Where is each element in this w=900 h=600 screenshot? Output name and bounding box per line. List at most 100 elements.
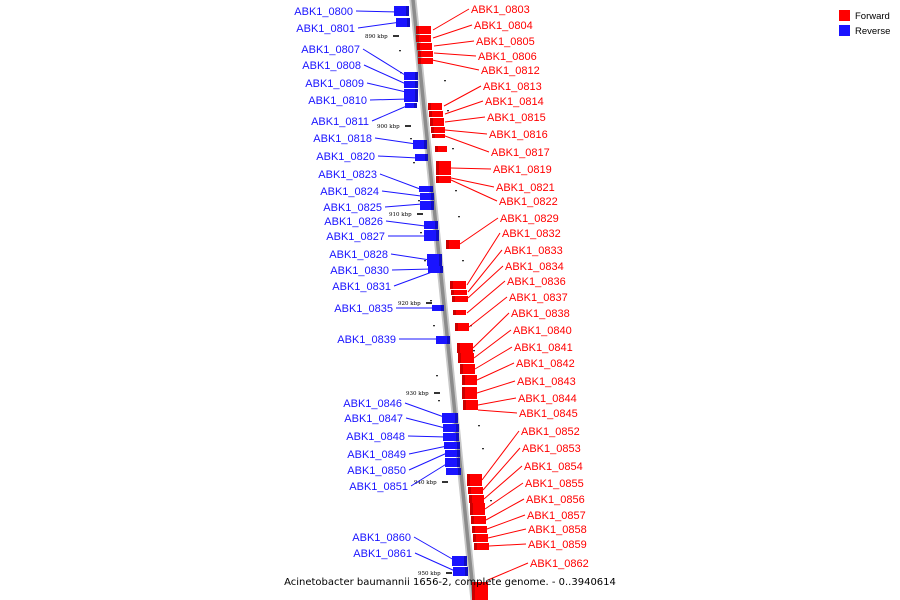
forward-gene-shade [450, 281, 453, 289]
reverse-gene-shade [415, 81, 418, 88]
reverse-gene-shade [456, 424, 459, 432]
forward-leader-line [466, 280, 506, 314]
reverse-leader-line [385, 220, 426, 227]
track-dot [452, 148, 454, 150]
reverse-gene-shade [424, 140, 427, 149]
scale-tick-label: 930 kbp [406, 391, 429, 397]
forward-gene-label: ABK1_0816 [489, 129, 548, 141]
track-dot [399, 50, 401, 52]
forward-gene-block [473, 534, 488, 542]
reverse-gene-shade [457, 442, 460, 449]
forward-gene-block [416, 35, 431, 42]
reverse-gene-block [420, 193, 434, 200]
forward-gene-label: ABK1_0806 [478, 51, 537, 63]
reverse-gene-shade [456, 433, 459, 441]
reverse-leader-line [408, 445, 448, 455]
forward-gene-label: ABK1_0854 [524, 461, 583, 473]
forward-gene-shade [462, 375, 465, 385]
forward-leader-line [443, 85, 482, 107]
reverse-gene-shade [415, 72, 418, 80]
reverse-leader-line [407, 435, 447, 438]
reverse-gene-block [444, 442, 460, 449]
forward-gene-label: ABK1_0857 [527, 510, 586, 522]
track-dot [410, 138, 412, 140]
forward-leader-line [485, 498, 525, 521]
reverse-gene-label: ABK1_0823 [318, 169, 377, 181]
scale-tick-label: 910 kbp [389, 212, 412, 218]
scale-tick-label: 890 kbp [365, 34, 388, 40]
track-dot [424, 260, 426, 262]
forward-leader-line [487, 528, 527, 539]
reverse-gene-block [445, 458, 460, 467]
track-dot [473, 350, 475, 352]
legend: Forward Reverse [839, 10, 890, 37]
reverse-gene-label: ABK1_0847 [344, 413, 403, 425]
reverse-leader-line [414, 552, 456, 572]
reverse-gene-block [443, 433, 459, 441]
forward-gene-block [430, 118, 444, 126]
reverse-gene-shade [455, 413, 458, 423]
forward-gene-block [470, 503, 485, 515]
reverse-gene-shade [415, 89, 418, 96]
forward-gene-label: ABK1_0805 [476, 36, 535, 48]
track-dot [482, 448, 484, 450]
scale-tick-label: 940 kbp [414, 480, 437, 486]
reverse-leader-line [381, 190, 422, 197]
forward-leader-line [433, 40, 475, 47]
forward-gene-label: ABK1_0843 [517, 376, 576, 388]
reverse-gene-block [442, 413, 458, 423]
forward-gene-label: ABK1_0862 [530, 558, 589, 570]
forward-gene-shade [462, 387, 465, 399]
reverse-gene-shade [436, 230, 439, 241]
forward-gene-shade [473, 534, 476, 542]
legend-reverse-label: Reverse [855, 26, 890, 37]
reverse-gene-label: ABK1_0861 [353, 548, 412, 560]
reverse-gene-label: ABK1_0808 [302, 60, 361, 72]
scale-tick-label: 920 kbp [398, 301, 421, 307]
forward-gene-label: ABK1_0836 [507, 276, 566, 288]
reverse-gene-block [394, 6, 409, 16]
forward-gene-shade [472, 526, 475, 533]
track-dot [490, 500, 492, 502]
forward-gene-shade [435, 146, 438, 152]
track-dot [462, 260, 464, 262]
reverse-leader-line [362, 48, 406, 76]
forward-leader-line [486, 514, 526, 530]
reverse-gene-label: ABK1_0826 [324, 216, 383, 228]
forward-gene-block [451, 290, 467, 295]
track-dot [430, 300, 432, 302]
forward-gene-block [474, 543, 489, 550]
reverse-leader-line [413, 536, 455, 561]
forward-gene-shade [463, 400, 466, 410]
forward-gene-block [463, 400, 478, 410]
scale-tick-label: 900 kbp [377, 124, 400, 130]
forward-gene-label: ABK1_0833 [504, 245, 563, 257]
reverse-gene-label: ABK1_0824 [320, 186, 379, 198]
forward-gene-block [472, 582, 488, 600]
forward-gene-label: ABK1_0852 [521, 426, 580, 438]
reverse-gene-block [404, 72, 418, 80]
forward-gene-block [453, 310, 466, 315]
track-dot [444, 80, 446, 82]
forward-gene-block [469, 495, 484, 503]
forward-gene-shade [458, 353, 461, 363]
forward-gene-shade [457, 343, 460, 353]
forward-gene-shade [418, 51, 421, 57]
reverse-gene-shade [431, 201, 434, 210]
reverse-gene-label: ABK1_0809 [305, 78, 364, 90]
reverse-gene-block [404, 96, 418, 102]
forward-gene-block [462, 387, 477, 399]
reverse-gene-block [424, 221, 438, 229]
reverse-gene-shade [441, 305, 444, 311]
reverse-gene-block [428, 266, 443, 273]
forward-gene-shade [451, 290, 454, 295]
forward-gene-label: ABK1_0841 [514, 342, 573, 354]
reverse-leader-line [408, 452, 448, 471]
reverse-gene-label: ABK1_0849 [347, 449, 406, 461]
reverse-gene-label: ABK1_0800 [294, 6, 353, 18]
reverse-leader-line [366, 82, 407, 93]
reverse-gene-shade [439, 254, 442, 266]
forward-leader-line [477, 409, 518, 414]
reverse-gene-label: ABK1_0801 [296, 23, 355, 35]
reverse-gene-shade [406, 6, 409, 16]
